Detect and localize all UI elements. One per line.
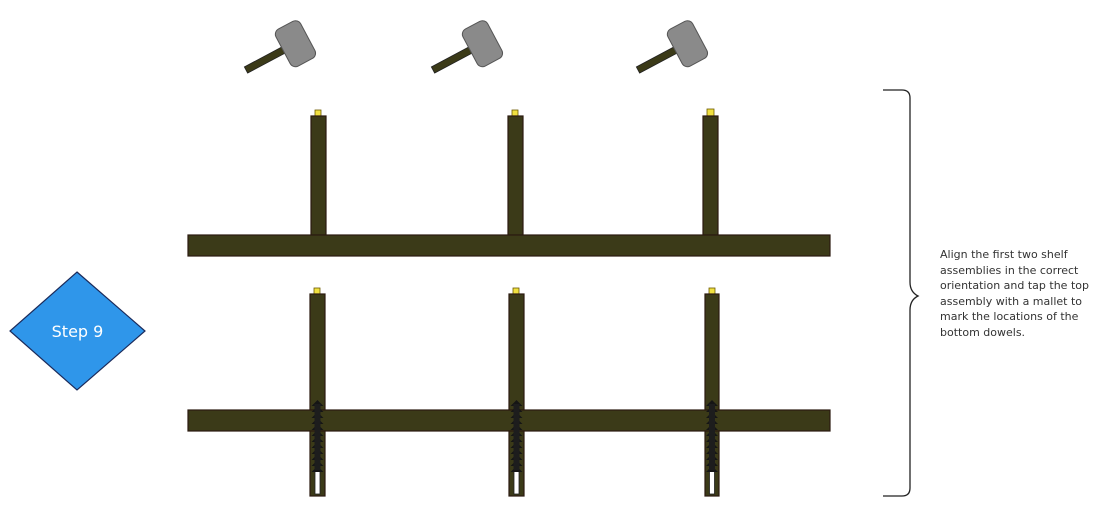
- step-diamond: [9, 271, 146, 391]
- screw-icon: [311, 400, 324, 495]
- top-upright-right: [702, 115, 719, 236]
- screw-icon: [510, 400, 523, 495]
- bottom-shelf-board: [187, 409, 831, 432]
- bottom-upright-right: [704, 293, 720, 411]
- bottom-upright-left: [309, 293, 326, 411]
- grouping-bracket: [883, 89, 920, 497]
- mallet-icon: [243, 20, 317, 74]
- mallet-icon: [635, 20, 709, 74]
- top-shelf-board: [187, 234, 831, 257]
- bottom-upright-middle: [508, 293, 525, 411]
- mallet-icon: [430, 20, 504, 74]
- top-upright-left: [310, 115, 327, 236]
- top-upright-middle: [507, 115, 524, 236]
- screw-icon: [706, 400, 718, 495]
- instruction-text: Align the first two shelf assemblies in …: [940, 248, 1089, 339]
